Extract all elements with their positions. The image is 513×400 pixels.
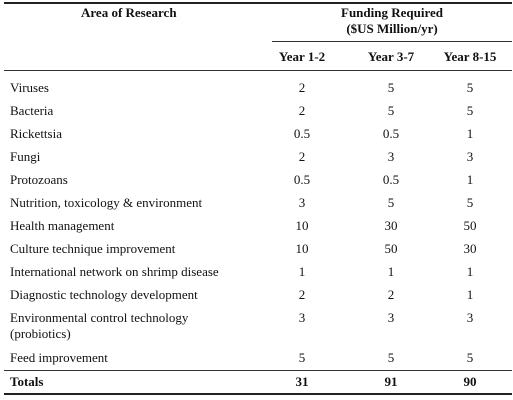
row-value: 1 — [466, 126, 474, 141]
row-value: 5 — [466, 350, 474, 365]
row-label: Environmental control technology — [10, 310, 189, 325]
row-label: Rickettsia — [10, 126, 62, 141]
row-value: 30 — [384, 218, 398, 233]
header-bottom-rule — [4, 70, 512, 71]
row-label-continuation: (probiotics) — [10, 326, 71, 341]
row-value: 50 — [384, 241, 398, 256]
row-value: 2 — [387, 287, 395, 302]
totals-value: 90 — [463, 374, 477, 389]
row-value: 5 — [387, 195, 395, 210]
row-value: 5 — [466, 195, 474, 210]
row-label: Protozoans — [10, 172, 68, 187]
row-value: 10 — [295, 218, 309, 233]
totals-value: 91 — [384, 374, 398, 389]
row-value: 3 — [298, 195, 306, 210]
totals-top-rule — [4, 370, 512, 371]
row-value: 0.5 — [293, 172, 311, 187]
row-label: International network on shrimp disease — [10, 264, 219, 279]
bottom-rule — [4, 393, 512, 395]
row-value: 1 — [466, 172, 474, 187]
row-value: 2 — [298, 80, 306, 95]
header-area-of-research: Area of Research — [81, 5, 177, 20]
row-value: 5 — [387, 103, 395, 118]
totals-value: 31 — [295, 374, 309, 389]
row-value: 0.5 — [382, 126, 400, 141]
row-value: 1 — [387, 264, 395, 279]
row-value: 1 — [466, 264, 474, 279]
row-value: 5 — [298, 350, 306, 365]
row-value: 3 — [387, 149, 395, 164]
row-label: Nutrition, toxicology & environment — [10, 195, 203, 210]
totals-label: Totals — [10, 374, 44, 389]
row-value: 10 — [295, 241, 309, 256]
row-value: 5 — [466, 80, 474, 95]
row-value: 0.5 — [293, 126, 311, 141]
row-value: 5 — [466, 103, 474, 118]
funding-subheader-rule — [272, 41, 512, 42]
row-value: 5 — [387, 350, 395, 365]
column-header-year-3-7: Year 3-7 — [367, 49, 415, 64]
row-value: 3 — [466, 149, 474, 164]
row-label: Health management — [10, 218, 115, 233]
row-value: 5 — [387, 80, 395, 95]
row-value: 3 — [466, 310, 474, 325]
row-value: 1 — [466, 287, 474, 302]
row-value: 3 — [298, 310, 306, 325]
row-value: 2 — [298, 287, 306, 302]
row-value: 0.5 — [382, 172, 400, 187]
top-rule — [4, 2, 512, 4]
row-label: Diagnostic technology development — [10, 287, 198, 302]
row-label: Viruses — [10, 80, 49, 95]
column-header-year-8-15: Year 8-15 — [443, 49, 497, 64]
row-value: 1 — [298, 264, 306, 279]
row-label: Bacteria — [10, 103, 54, 118]
row-label: Culture technique improvement — [10, 241, 176, 256]
row-value: 2 — [298, 149, 306, 164]
row-value: 2 — [298, 103, 306, 118]
column-header-year-1-2: Year 1-2 — [278, 49, 326, 64]
row-label: Feed improvement — [10, 350, 108, 365]
row-value: 3 — [387, 310, 395, 325]
row-value: 30 — [463, 241, 477, 256]
header-funding-unit: ($US Million/yr) — [346, 21, 438, 36]
header-funding-required: Funding Required — [341, 5, 443, 20]
row-value: 50 — [463, 218, 477, 233]
row-label: Fungi — [10, 149, 41, 164]
